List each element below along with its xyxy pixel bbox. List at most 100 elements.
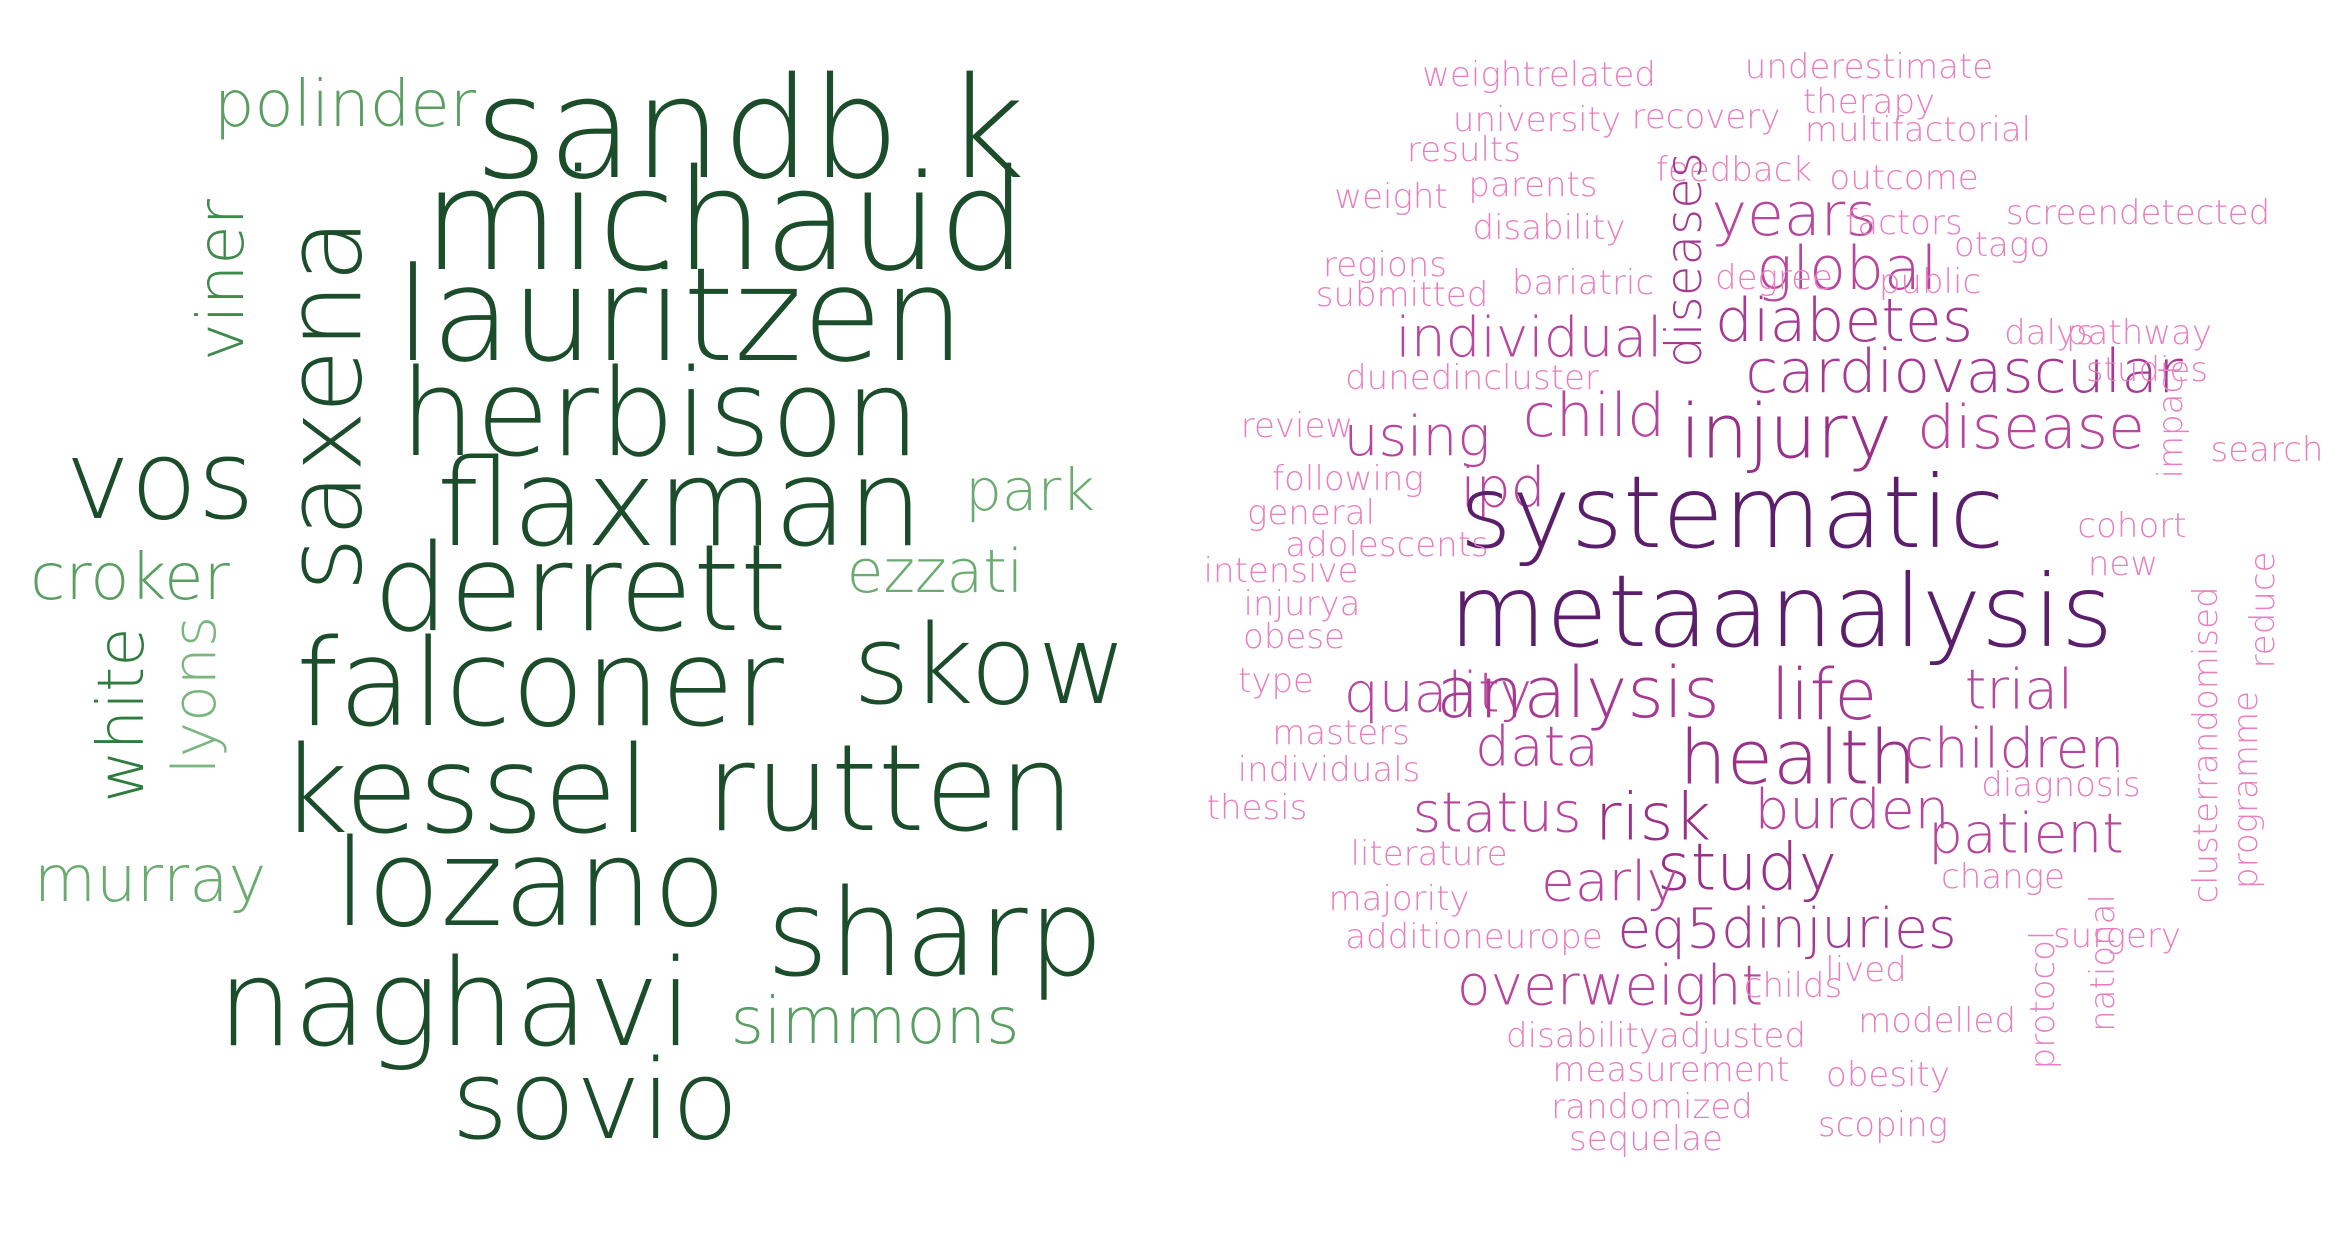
word-terms-30: child (1522, 381, 1666, 451)
word-terms-7: feedback (1655, 150, 1813, 190)
word-terms-56: data (1475, 714, 1599, 779)
word-authors-6: falconer (296, 615, 784, 754)
word-authors-3: herbison (399, 345, 921, 484)
word-terms-43: intensive (1203, 551, 1359, 591)
word-authors-0: sandb.k (474, 48, 1026, 211)
word-terms-49: type (1238, 661, 1314, 701)
word-terms-57: health (1679, 713, 1917, 802)
word-terms-66: patient (1928, 801, 2124, 866)
word-terms-2: therapy (1802, 82, 1936, 122)
word-terms-35: disease (1917, 393, 2145, 463)
word-authors-15: saxena (263, 218, 386, 592)
word-terms-14: disability (1472, 208, 1626, 248)
word-authors-10: sharp (766, 865, 1104, 1004)
word-authors-18: park (965, 456, 1095, 524)
word-terms-23: diabetes (1714, 286, 1974, 356)
word-terms-9: weight (1334, 177, 1448, 217)
word-terms-73: eq5dinjuries (1617, 896, 1957, 961)
word-terms-44: metaanalysis (1448, 553, 2114, 670)
word-terms-22: diseases (1655, 152, 1713, 368)
word-terms-37: following (1272, 459, 1424, 499)
word-terms-54: clusterrandomised (2186, 586, 2226, 904)
word-authors-9: lozano (333, 815, 727, 954)
word-authors-14: vos (65, 416, 255, 544)
word-authors-5: derrett (373, 520, 787, 659)
word-terms-82: measurement (1552, 1050, 1790, 1090)
word-terms-32: review (1240, 406, 1354, 446)
word-terms-50: quality (1343, 660, 1533, 725)
word-terms-85: scoping (1817, 1105, 1949, 1145)
word-terms-65: burden (1754, 777, 1950, 842)
word-terms-6: results (1407, 130, 1521, 170)
word-authors-4: flaxman (436, 435, 924, 574)
word-terms-70: change (1941, 857, 2065, 897)
word-terms-62: thesis (1206, 788, 1308, 828)
word-authors-22: lyons (160, 615, 230, 775)
word-terms-18: bariatric (1511, 263, 1655, 303)
word-terms-59: programme (2226, 691, 2266, 889)
word-authors-12: sovio (451, 1036, 739, 1164)
word-terms-34: injury (1680, 387, 1892, 476)
word-authors-7: kessel (279, 722, 651, 861)
word-terms-25: dalys (2004, 313, 2094, 353)
word-terms-45: new (2087, 544, 2159, 584)
word-terms-83: obesity (1826, 1055, 1950, 1095)
word-authors-21: white (85, 627, 159, 803)
word-terms-76: overweight (1456, 953, 1764, 1018)
word-terms-0: weightrelated (1422, 55, 1656, 95)
word-terms-29: studies (2085, 350, 2209, 390)
word-terms-24: individual (1395, 305, 1663, 370)
word-terms-74: surgery (2052, 916, 2182, 956)
word-authors-13: skow (852, 601, 1128, 729)
word-terms-46: injurya (1243, 584, 1361, 624)
word-terms-51: analysis (1436, 652, 1720, 734)
word-terms-40: general (1246, 493, 1376, 533)
word-authors-11: naghavi (217, 935, 693, 1074)
word-terms-26: pathway (2065, 313, 2213, 353)
word-authors-19: croker (30, 541, 230, 615)
word-terms-48: reduce (2243, 551, 2283, 669)
word-terms-20: public (1878, 262, 1982, 302)
word-authors-20: ezzati (846, 537, 1024, 607)
author-word-cloud: sandb.k michaud lauritzen herbison flaxman de… (30, 48, 1128, 1164)
word-terms-78: lived (1825, 950, 1907, 990)
word-authors-2: lauritzen (395, 239, 965, 391)
word-terms-84: randomized (1551, 1087, 1753, 1127)
word-authors-24: simmons (730, 985, 1020, 1059)
word-terms-42: adolescents (1285, 525, 1489, 565)
word-terms-31: impact (2151, 361, 2191, 479)
word-terms-63: status (1412, 780, 1582, 845)
word-terms-39: systematic (1459, 454, 2005, 571)
word-terms-47: obese (1243, 617, 1345, 657)
word-terms-16: regions (1322, 245, 1448, 285)
word-authors-17: viner (185, 199, 259, 361)
word-authors-1: michaud (422, 140, 1028, 303)
word-terms-1: underestimate (1744, 47, 1994, 87)
word-terms-4: recovery (1631, 97, 1781, 137)
word-terms-58: children (1903, 716, 2125, 781)
word-terms-27: cardiovascular (1745, 337, 2183, 407)
word-terms-64: risk (1594, 780, 1712, 856)
word-terms-28: dunedincluster (1345, 358, 1599, 398)
word-terms-38: ipd (1460, 455, 1546, 520)
word-terms-67: literature (1350, 834, 1508, 874)
word-terms-79: protocol (2023, 930, 2063, 1070)
word-terms-86: sequelae (1569, 1119, 1723, 1159)
word-terms-33: using (1343, 404, 1491, 469)
word-terms-36: search (2210, 430, 2324, 470)
word-terms-53: trial (1964, 657, 2074, 722)
word-authors-16: polinder (213, 68, 477, 142)
word-terms-11: screendetected (2005, 193, 2271, 233)
term-word-cloud: weightrelated underestimate therapy univers… (1169, 0, 2338, 1238)
word-authors-23: murray (33, 843, 267, 917)
word-terms-3: university (1452, 100, 1622, 140)
word-terms-10: parents (1468, 165, 1598, 205)
word-terms-15: otago (1953, 225, 2051, 265)
word-terms-81: disabilityadjusted (1506, 1016, 1806, 1056)
word-terms-13: factors (1845, 203, 1963, 243)
word-terms-55: masters (1272, 713, 1410, 753)
word-terms-71: majority (1328, 879, 1470, 919)
word-terms-8: outcome (1829, 158, 1979, 198)
word-terms-77: childs (1743, 966, 1843, 1006)
word-terms-72: additioneurope (1345, 917, 1603, 957)
